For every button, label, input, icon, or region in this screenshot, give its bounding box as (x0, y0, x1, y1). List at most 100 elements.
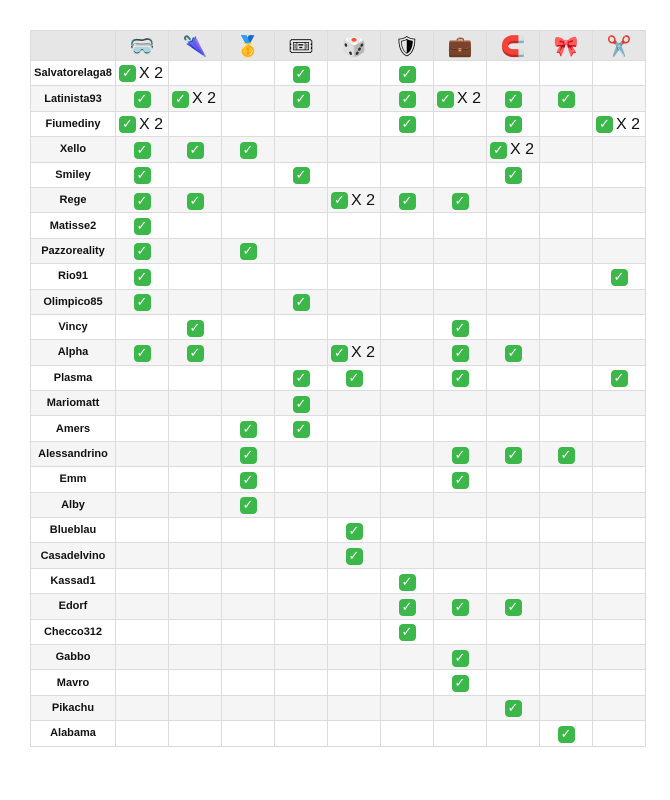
table-cell: ✓ (221, 440, 275, 468)
table-cell (327, 59, 381, 87)
table-cell (115, 364, 169, 392)
table-cell (168, 542, 222, 569)
table-cell (221, 542, 275, 569)
table-cell: ✓ (221, 415, 275, 442)
table-cell (380, 313, 434, 341)
checkmark-icon: ✓ (596, 116, 613, 134)
table-cell (486, 59, 540, 87)
table-cell: ✓ (221, 491, 275, 519)
table-cell (380, 364, 434, 392)
table-cell (327, 288, 381, 315)
table-cell (486, 643, 540, 671)
checkmark-icon: ✓ (292, 421, 310, 439)
ticket-icon: 🎟 (288, 33, 314, 58)
checkmark-icon: ✓ (239, 471, 257, 489)
table-cell (380, 694, 434, 722)
player-name: Fiumediny (30, 110, 116, 138)
table-cell (539, 517, 593, 544)
table-cell (380, 161, 434, 188)
table-row: Olimpico85 ✓ ✓ (30, 288, 646, 315)
table-cell (433, 517, 487, 544)
column-header: 🌂 (168, 30, 222, 61)
table-row: Rege ✓ ✓ ✓ X 2 ✓ ✓ (30, 186, 646, 214)
header-row: 🥽 🌂 🥇 🎟 🎲 🛡 💼 🧲 🎀 ✂️ (30, 30, 646, 61)
table-cell: ✓ (539, 85, 593, 112)
column-header: 🛡 (380, 30, 434, 61)
column-header: 🎀 (539, 30, 593, 61)
table-cell (433, 720, 487, 747)
table-cell (327, 618, 381, 645)
table-cell (592, 643, 646, 671)
player-name: Xello (30, 136, 116, 163)
checkmark-icon: ✓ (398, 116, 416, 134)
checkmark-icon: ✓ (345, 522, 363, 540)
column-header: 💼 (433, 30, 487, 61)
table-cell (168, 491, 222, 519)
table-cell: ✓ (486, 161, 540, 188)
table-cell (221, 720, 275, 747)
collection-table-container: 🥽 🌂 🥇 🎟 🎲 🛡 💼 🧲 🎀 ✂️ Salvatorelaga8 ✓ X 2 ✓ ✓ Latinist… (30, 30, 646, 747)
checkmark-icon: ✓ (345, 370, 363, 388)
column-header: 🥽 (115, 30, 169, 61)
table-cell: ✓ X 2 (115, 110, 169, 138)
checkmark-icon: ✓ (451, 319, 469, 337)
table-cell: ✓ (380, 85, 434, 112)
table-cell (592, 212, 646, 239)
table-cell (539, 186, 593, 214)
table-cell (221, 339, 275, 366)
table-cell (592, 237, 646, 265)
table-cell: ✓ (115, 85, 169, 112)
table-cell: ✓ (539, 440, 593, 468)
table-cell (592, 136, 646, 163)
player-name: Emm (30, 466, 116, 493)
table-cell: ✓ (486, 440, 540, 468)
table-row: Salvatorelaga8 ✓ X 2 ✓ ✓ (30, 59, 646, 87)
player-name: Matisse2 (30, 212, 116, 239)
table-cell (327, 440, 381, 468)
table-cell (115, 415, 169, 442)
table-cell: ✓ (115, 339, 169, 366)
table-cell: ✓ (274, 415, 328, 442)
player-name: Salvatorelaga8 (30, 59, 116, 87)
table-cell (592, 567, 646, 595)
table-cell (221, 186, 275, 214)
checkmark-icon: ✓ (398, 91, 416, 109)
table-cell: ✓ (274, 85, 328, 112)
checkmark-icon: ✓ (451, 598, 469, 616)
table-cell (486, 517, 540, 544)
table-cell: ✓ (486, 593, 540, 620)
player-name: Alby (30, 491, 116, 519)
table-cell: ✓ (115, 288, 169, 315)
table-cell (168, 415, 222, 442)
checkmark-icon: ✓ (557, 725, 575, 743)
player-name: Alessandrino (30, 440, 116, 468)
table-cell: ✓ (115, 136, 169, 163)
table-cell (168, 593, 222, 620)
table-cell: ✓ (221, 466, 275, 493)
table-cell: ✓ (115, 161, 169, 188)
checkmark-icon: ✓ (451, 446, 469, 464)
table-cell (274, 720, 328, 747)
table-row: Emm ✓ ✓ (30, 466, 646, 493)
table-cell: ✓ X 2 (327, 186, 381, 214)
player-name: Olimpico85 (30, 288, 116, 315)
column-header: ✂️ (592, 30, 646, 61)
table-cell (433, 59, 487, 87)
table-cell (486, 491, 540, 519)
player-name: Vincy (30, 313, 116, 341)
table-cell: ✓ (380, 567, 434, 595)
table-cell: ✓ (433, 643, 487, 671)
corner-cell (30, 30, 116, 61)
table-cell (592, 390, 646, 417)
table-cell (327, 567, 381, 595)
multiplier-label: X 2 (192, 90, 217, 108)
table-cell (168, 237, 222, 265)
table-cell (274, 491, 328, 519)
table-cell (327, 466, 381, 493)
table-cell (433, 288, 487, 315)
table-cell (592, 288, 646, 315)
table-cell (539, 110, 593, 138)
table-row: Blueblau ✓ (30, 517, 646, 544)
table-cell (433, 567, 487, 595)
player-name: Mavro (30, 669, 116, 696)
